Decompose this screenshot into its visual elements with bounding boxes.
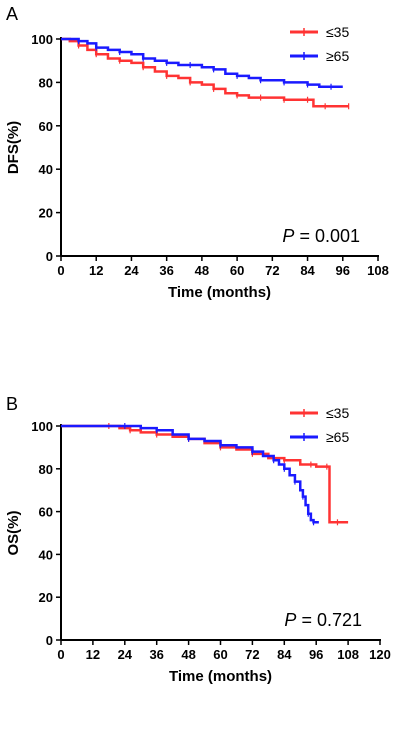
y-tick-label: 80	[39, 75, 53, 90]
x-tick-label: 24	[124, 263, 139, 278]
os-chart: 0 20 40 60 80 100 0 12 24 36 48 60 72 84 96 108 120 Time …	[5, 405, 391, 685]
x-tick-label: 84	[277, 647, 292, 662]
y-axis-label: DFS(%)	[5, 121, 22, 174]
x-tick-label: 60	[213, 647, 227, 662]
x-axis-label: Time (months)	[169, 668, 272, 685]
panel-label-a: A	[6, 4, 19, 24]
x-tick-label: 120	[369, 647, 391, 662]
y-tick-label: 40	[39, 162, 53, 177]
x-tick-label: 48	[181, 647, 195, 662]
x-tick-label: 12	[86, 647, 100, 662]
series-line-ge65	[61, 424, 319, 524]
x-tick-label: 36	[159, 263, 173, 278]
y-axis-label: OS(%)	[5, 510, 22, 555]
x-tick-label: 96	[336, 263, 350, 278]
x-tick-label: 24	[118, 647, 133, 662]
x-tick-label: 12	[89, 263, 103, 278]
x-axis-label: Time (months)	[168, 284, 271, 301]
x-tick-label: 0	[57, 647, 64, 662]
dfs-chart-panel: A 0 20 40 60 80 100 0 12 24 36 48 60 72 84 96 108 Time (…	[0, 0, 400, 340]
y-tick-label: 20	[39, 590, 53, 605]
legend-label: ≥65	[326, 48, 349, 64]
y-tick-label: 80	[39, 462, 53, 477]
panel-label-b: B	[6, 394, 19, 414]
x-tick-label: 60	[230, 263, 244, 278]
y-tick-label: 60	[39, 119, 53, 134]
legend-label: ≥65	[326, 429, 349, 445]
x-tick-label: 48	[195, 263, 209, 278]
x-tick-label: 108	[337, 647, 359, 662]
x-tick-label: 96	[309, 647, 323, 662]
os-chart-panel: B 0 20 40 60 80 100 0 12 24 36 48 60 72 84 96 108 120 Tim…	[0, 390, 400, 730]
series-line-le35	[61, 37, 349, 108]
x-tick-label: 108	[367, 263, 389, 278]
p-value-annotation: P = 0.721	[284, 610, 362, 630]
x-tick-label: 72	[265, 263, 279, 278]
dfs-chart: 0 20 40 60 80 100 0 12 24 36 48 60 72 84 96 108 Time (mo…	[5, 24, 389, 301]
x-tick-label: 72	[245, 647, 259, 662]
y-tick-label: 100	[31, 419, 53, 434]
series-line-ge65	[61, 37, 343, 88]
y-tick-label: 100	[31, 32, 53, 47]
y-tick-label: 60	[39, 505, 53, 520]
legend-label: ≤35	[326, 405, 349, 421]
x-tick-label: 84	[300, 263, 315, 278]
y-tick-label: 0	[46, 633, 53, 648]
y-tick-label: 40	[39, 547, 53, 562]
y-tick-label: 20	[39, 206, 53, 221]
p-value-annotation: P = 0.001	[282, 226, 360, 246]
x-tick-label: 0	[57, 263, 64, 278]
x-tick-label: 36	[149, 647, 163, 662]
y-tick-label: 0	[46, 249, 53, 264]
legend-label: ≤35	[326, 24, 349, 40]
